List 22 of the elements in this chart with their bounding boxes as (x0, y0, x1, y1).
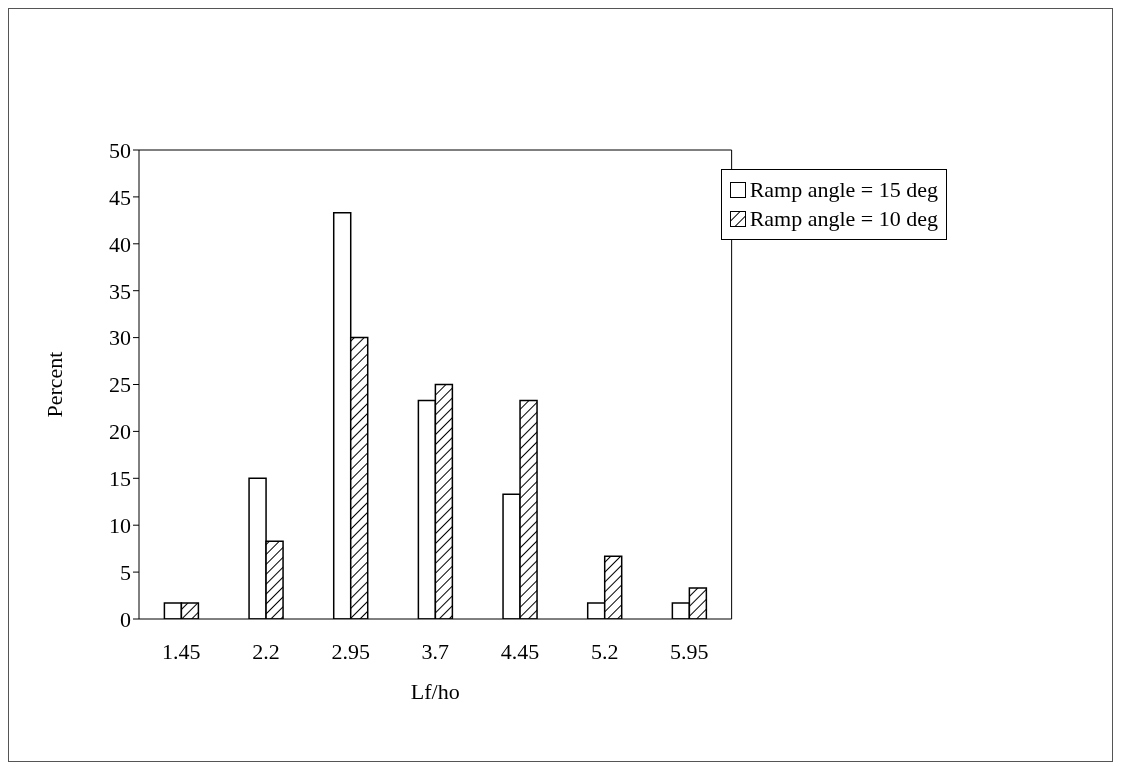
x-tick-label: 3.7 (421, 638, 450, 664)
y-axis-title: Percent (41, 351, 67, 418)
y-tick-label: 5 (120, 559, 131, 585)
x-tick-label: 1.45 (162, 638, 201, 664)
x-tick-label: 5.2 (590, 638, 619, 664)
x-tick-label: 4.45 (500, 638, 540, 664)
y-tick-label: 40 (109, 231, 131, 257)
y-tick-label: 45 (109, 184, 131, 210)
x-tick-label: 2.2 (252, 638, 280, 664)
legend-label: Ramp angle = 15 deg (749, 177, 938, 203)
x-tick-label: 5.95 (670, 638, 709, 664)
x-axis-title: Lf/ho (410, 679, 460, 704)
y-tick-label: 50 (109, 137, 131, 163)
y-tick-label: 35 (109, 278, 131, 304)
y-tick-label: 15 (109, 466, 131, 492)
y-tick-label: 20 (109, 419, 131, 445)
y-tick-label: 30 (109, 325, 131, 351)
x-tick-label: 2.95 (331, 638, 370, 664)
legend-label: Ramp angle = 10 deg (749, 206, 938, 232)
y-tick-label: 10 (109, 513, 131, 539)
y-tick-label: 25 (109, 372, 131, 398)
y-tick-label: 0 (120, 606, 131, 632)
